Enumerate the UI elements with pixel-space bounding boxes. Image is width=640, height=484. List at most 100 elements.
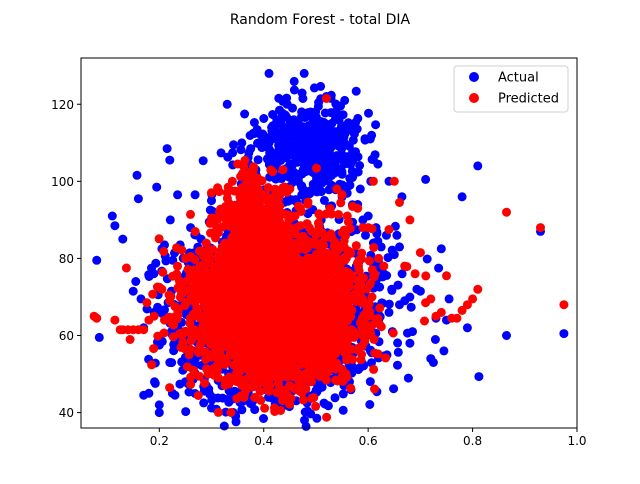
actual-point xyxy=(353,167,363,177)
actual-point xyxy=(559,329,569,339)
actual-point xyxy=(406,302,416,312)
actual-point xyxy=(256,130,266,140)
actual-point xyxy=(290,157,300,167)
actual-point xyxy=(147,263,156,273)
actual-point xyxy=(384,299,394,309)
actual-point xyxy=(319,161,329,171)
actual-point xyxy=(387,284,397,294)
actual-point xyxy=(280,146,290,155)
actual-point xyxy=(338,389,348,399)
predicted-point xyxy=(357,248,367,258)
predicted-point xyxy=(173,261,182,271)
actual-point xyxy=(253,155,263,165)
actual-point xyxy=(395,300,404,310)
actual-point xyxy=(207,395,217,405)
predicted-point xyxy=(369,243,379,252)
predicted-point xyxy=(381,353,391,363)
actual-point xyxy=(303,165,313,175)
predicted-point xyxy=(148,289,158,299)
actual-point xyxy=(332,151,342,161)
actual-point xyxy=(287,195,297,205)
actual-point xyxy=(389,384,399,394)
actual-point xyxy=(272,115,282,125)
actual-point xyxy=(160,240,169,250)
actual-point xyxy=(110,221,120,231)
actual-point xyxy=(301,130,310,140)
actual-point xyxy=(314,98,324,107)
actual-point xyxy=(331,106,341,116)
predicted-point xyxy=(306,377,316,387)
actual-point xyxy=(348,173,357,182)
actual-point xyxy=(295,142,305,152)
actual-point xyxy=(94,332,104,342)
actual-point xyxy=(379,269,389,279)
scatter-points xyxy=(89,68,569,431)
actual-point xyxy=(330,393,340,403)
predicted-point xyxy=(356,355,366,365)
actual-point xyxy=(250,405,260,415)
actual-point xyxy=(337,127,347,137)
actual-point xyxy=(297,112,307,121)
actual-point xyxy=(216,148,226,158)
actual-point xyxy=(361,230,370,240)
actual-point xyxy=(340,95,350,105)
actual-point xyxy=(422,254,432,264)
actual-point xyxy=(313,384,323,394)
actual-point xyxy=(502,331,511,340)
predicted-point xyxy=(185,344,195,354)
predicted-point xyxy=(197,336,207,346)
actual-point xyxy=(403,373,413,383)
actual-point xyxy=(288,177,298,187)
actual-point xyxy=(150,378,160,388)
actual-point xyxy=(165,155,175,165)
actual-point xyxy=(165,358,175,367)
actual-point xyxy=(181,407,191,417)
actual-point xyxy=(299,68,309,78)
actual-point xyxy=(303,138,313,148)
actual-point xyxy=(297,182,306,192)
actual-point xyxy=(351,86,361,96)
actual-point xyxy=(395,242,404,252)
actual-point xyxy=(389,250,399,260)
actual-point xyxy=(393,360,402,370)
actual-point xyxy=(421,174,431,184)
actual-point xyxy=(219,421,229,431)
actual-point xyxy=(430,335,440,344)
predicted-point xyxy=(142,298,152,308)
actual-point xyxy=(350,149,360,159)
predicted-point xyxy=(177,245,187,255)
predicted-point xyxy=(244,383,254,392)
predicted-point xyxy=(369,364,379,374)
actual-point xyxy=(393,347,403,357)
predicted-point xyxy=(159,247,169,256)
actual-point xyxy=(274,134,284,144)
actual-point xyxy=(270,156,280,166)
actual-point xyxy=(288,103,297,113)
predicted-point xyxy=(226,408,236,417)
actual-point xyxy=(107,211,117,221)
actual-point xyxy=(405,338,415,348)
actual-point xyxy=(393,338,403,348)
actual-point xyxy=(392,230,402,240)
actual-point xyxy=(306,107,316,117)
actual-point xyxy=(376,242,386,252)
actual-point xyxy=(428,358,438,367)
actual-point xyxy=(405,292,415,302)
actual-point xyxy=(246,144,256,154)
actual-point xyxy=(345,180,355,190)
actual-point xyxy=(224,397,234,407)
actual-point xyxy=(307,122,317,132)
actual-point xyxy=(324,147,334,157)
actual-point xyxy=(274,93,284,103)
actual-point xyxy=(165,215,175,225)
actual-point xyxy=(131,277,141,286)
actual-point xyxy=(367,154,377,164)
actual-point xyxy=(316,117,326,127)
actual-point xyxy=(314,173,324,182)
actual-point xyxy=(278,126,288,136)
actual-point xyxy=(349,129,359,139)
actual-point xyxy=(293,119,303,128)
actual-point xyxy=(300,415,309,425)
predicted-point xyxy=(314,218,323,228)
